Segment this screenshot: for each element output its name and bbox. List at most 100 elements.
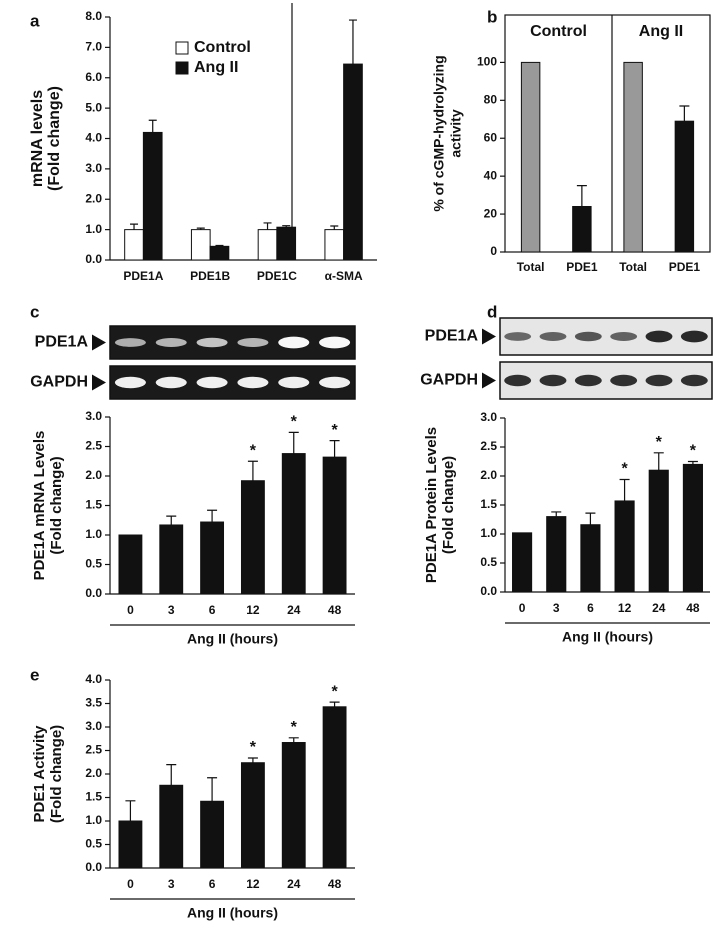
error-bar bbox=[585, 512, 596, 525]
error-bar bbox=[329, 701, 340, 707]
blot-band bbox=[539, 374, 567, 387]
x-axis-label: Ang II (hours) bbox=[562, 629, 653, 645]
error-bar bbox=[166, 764, 177, 786]
blot-band bbox=[114, 338, 146, 347]
bar bbox=[546, 516, 567, 593]
y-tick-label: 0.5 bbox=[85, 837, 102, 851]
bar bbox=[281, 453, 306, 595]
x-tick-label: α-SMA bbox=[325, 269, 363, 283]
legend-label: Ang II bbox=[194, 59, 238, 76]
x-axis-label: Ang II (hours) bbox=[187, 905, 278, 921]
error-bar bbox=[576, 185, 587, 207]
y-tick-label: 4.0 bbox=[85, 672, 102, 686]
error-bar bbox=[215, 244, 224, 247]
error-bar bbox=[130, 223, 139, 230]
significance-marker: * bbox=[331, 422, 338, 439]
bar bbox=[159, 524, 184, 595]
error-bar bbox=[207, 777, 218, 802]
bar bbox=[614, 500, 635, 593]
bar bbox=[200, 800, 225, 869]
y-tick-label: 0 bbox=[490, 244, 497, 258]
error-bar bbox=[196, 227, 205, 230]
y-tick-label: 0.0 bbox=[85, 252, 102, 266]
error-bar bbox=[263, 222, 272, 230]
y-tick-label: 6.0 bbox=[85, 70, 102, 84]
y-tick-label: 3.0 bbox=[85, 409, 102, 423]
legend-swatch bbox=[175, 41, 189, 55]
error-bar bbox=[619, 478, 630, 501]
bar bbox=[118, 534, 143, 595]
blot-band bbox=[645, 330, 673, 343]
error-bar bbox=[687, 460, 698, 465]
blot-band bbox=[155, 376, 187, 389]
x-tick-label: 48 bbox=[328, 877, 342, 891]
bar bbox=[240, 480, 265, 595]
error-bar bbox=[551, 511, 562, 517]
y-tick-label: 60 bbox=[484, 130, 498, 144]
y-tick-label: 1.0 bbox=[480, 526, 497, 540]
bar bbox=[276, 226, 297, 261]
x-tick-label: 48 bbox=[328, 603, 342, 617]
error-bar bbox=[247, 757, 258, 763]
blot-band bbox=[680, 374, 708, 387]
x-tick-label: 3 bbox=[553, 601, 560, 615]
significance-marker: * bbox=[656, 434, 663, 451]
x-tick-label: 0 bbox=[127, 877, 134, 891]
blot-band bbox=[504, 374, 532, 387]
blot-band bbox=[319, 336, 351, 349]
x-tick-label: 24 bbox=[287, 603, 301, 617]
error-bar bbox=[679, 105, 690, 122]
y-tick-label: 5.0 bbox=[85, 100, 102, 114]
y-tick-label: 1.5 bbox=[85, 498, 102, 512]
x-tick-label: PDE1B bbox=[190, 269, 230, 283]
y-tick-label: 7.0 bbox=[85, 40, 102, 54]
y-tick-label: 3.0 bbox=[480, 410, 497, 424]
significance-marker: * bbox=[291, 719, 298, 736]
panel-label: a bbox=[30, 11, 40, 30]
y-axis-label: mRNA levels bbox=[29, 90, 46, 187]
x-tick-label: 48 bbox=[686, 601, 700, 615]
y-tick-label: 0.5 bbox=[480, 555, 497, 569]
blot-label: PDE1A bbox=[425, 328, 479, 345]
error-bar bbox=[148, 119, 157, 133]
significance-marker: * bbox=[621, 461, 628, 478]
x-tick-label: 12 bbox=[246, 877, 260, 891]
blot-label: PDE1A bbox=[35, 334, 89, 351]
y-tick-label: 2.0 bbox=[85, 766, 102, 780]
bar bbox=[257, 229, 278, 261]
blot-band bbox=[504, 332, 532, 341]
error-bar bbox=[207, 509, 218, 523]
blot-band bbox=[196, 337, 228, 348]
significance-marker: * bbox=[250, 739, 257, 756]
bar bbox=[674, 120, 695, 253]
y-tick-label: 2.0 bbox=[85, 191, 102, 205]
y-tick-label: 0.5 bbox=[85, 557, 102, 571]
blot-image bbox=[109, 325, 356, 360]
x-axis-label: Ang II (hours) bbox=[187, 631, 278, 647]
bar bbox=[142, 131, 163, 261]
bar bbox=[209, 245, 230, 261]
y-tick-label: 8.0 bbox=[85, 9, 102, 23]
y-axis-label: (Fold change) bbox=[48, 725, 65, 823]
bar bbox=[124, 229, 144, 261]
error-bar bbox=[348, 19, 357, 65]
legend-swatch bbox=[175, 61, 189, 75]
blot-band bbox=[237, 376, 269, 389]
x-tick-label: 0 bbox=[127, 603, 134, 617]
significance-marker: * bbox=[690, 443, 697, 460]
y-axis-label: PDE1A Protein Levels bbox=[423, 427, 440, 583]
y-tick-label: 100 bbox=[477, 55, 497, 69]
y-tick-label: 2.0 bbox=[480, 468, 497, 482]
y-tick-label: 80 bbox=[484, 92, 498, 106]
error-bar bbox=[288, 737, 299, 743]
bar bbox=[512, 532, 533, 593]
y-axis-label: (Fold change) bbox=[46, 86, 63, 191]
bar bbox=[118, 820, 143, 869]
y-tick-label: 1.5 bbox=[85, 790, 102, 804]
y-axis-label: PDE1A mRNA Levels bbox=[31, 431, 48, 581]
blot-band bbox=[319, 376, 351, 389]
blot-band bbox=[278, 376, 310, 389]
bar bbox=[572, 205, 592, 253]
bar bbox=[200, 521, 225, 595]
